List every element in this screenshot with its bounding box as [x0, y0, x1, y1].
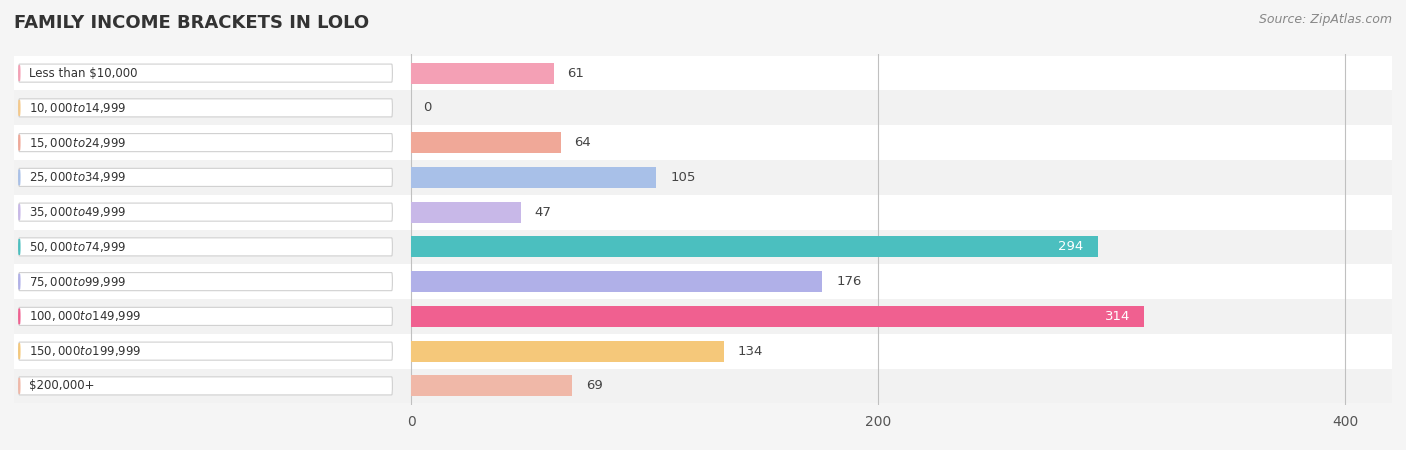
Text: $10,000 to $14,999: $10,000 to $14,999 — [30, 101, 127, 115]
Bar — [411, 63, 554, 84]
FancyBboxPatch shape — [18, 342, 392, 360]
FancyBboxPatch shape — [18, 377, 392, 395]
FancyBboxPatch shape — [18, 238, 392, 256]
Bar — [411, 306, 1144, 327]
Bar — [14, 56, 1392, 90]
Text: 176: 176 — [837, 275, 862, 288]
Bar — [411, 271, 823, 292]
Text: 47: 47 — [534, 206, 551, 219]
Text: 134: 134 — [738, 345, 763, 358]
Text: 314: 314 — [1105, 310, 1130, 323]
Bar — [411, 236, 1098, 257]
Bar — [14, 160, 1392, 195]
Bar — [14, 125, 1392, 160]
Text: 61: 61 — [568, 67, 585, 80]
Text: $150,000 to $199,999: $150,000 to $199,999 — [30, 344, 142, 358]
Bar — [14, 230, 1392, 264]
FancyBboxPatch shape — [18, 134, 392, 152]
Text: $200,000+: $200,000+ — [30, 379, 94, 392]
Text: 105: 105 — [671, 171, 696, 184]
FancyBboxPatch shape — [18, 307, 392, 325]
Text: $75,000 to $99,999: $75,000 to $99,999 — [30, 274, 127, 288]
Bar — [14, 264, 1392, 299]
FancyBboxPatch shape — [18, 64, 392, 82]
FancyBboxPatch shape — [18, 99, 392, 117]
Text: Source: ZipAtlas.com: Source: ZipAtlas.com — [1258, 14, 1392, 27]
Text: $25,000 to $34,999: $25,000 to $34,999 — [30, 171, 127, 184]
Bar — [411, 375, 572, 396]
FancyBboxPatch shape — [18, 168, 392, 186]
Bar — [14, 369, 1392, 403]
Bar — [14, 90, 1392, 125]
Text: $15,000 to $24,999: $15,000 to $24,999 — [30, 135, 127, 149]
Bar — [14, 299, 1392, 334]
Text: 69: 69 — [586, 379, 603, 392]
Bar — [14, 334, 1392, 369]
Text: 64: 64 — [575, 136, 592, 149]
FancyBboxPatch shape — [18, 273, 392, 291]
Text: $35,000 to $49,999: $35,000 to $49,999 — [30, 205, 127, 219]
Text: $50,000 to $74,999: $50,000 to $74,999 — [30, 240, 127, 254]
Text: 294: 294 — [1059, 240, 1084, 253]
Bar — [411, 167, 657, 188]
Bar — [411, 341, 724, 361]
Bar — [14, 195, 1392, 230]
Bar — [411, 202, 520, 223]
Text: 0: 0 — [423, 101, 432, 114]
Text: Less than $10,000: Less than $10,000 — [30, 67, 138, 80]
Bar — [411, 132, 561, 153]
Text: FAMILY INCOME BRACKETS IN LOLO: FAMILY INCOME BRACKETS IN LOLO — [14, 14, 370, 32]
FancyBboxPatch shape — [18, 203, 392, 221]
Text: $100,000 to $149,999: $100,000 to $149,999 — [30, 310, 142, 324]
